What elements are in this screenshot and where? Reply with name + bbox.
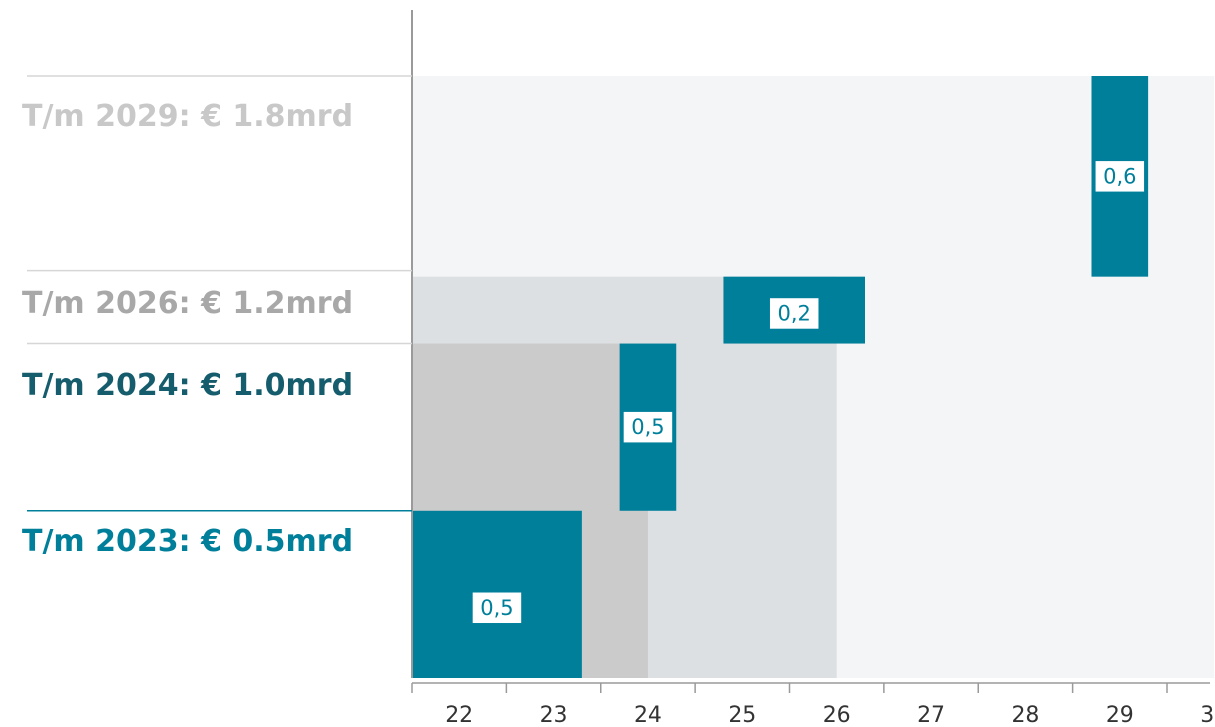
milestone-labels: T/m 2029: € 1.8mrd T/m 2026: € 1.2mrd T/m … [22,75,412,559]
x-tick-label-24: 24 [634,703,662,727]
bar-value-label-0: 0,5 [480,596,513,620]
x-tick-label-26: 26 [823,703,851,727]
milestone-label-2: T/m 2024: € 1.0mrd [22,368,353,403]
bar-label-box-3 [1094,159,1146,194]
bar-label-box-2 [768,296,820,331]
x-tick-label-23: 23 [540,703,568,727]
x-tick-label-28: 28 [1011,703,1039,727]
x-tick-label-25: 25 [728,703,756,727]
data-bars: 0,5 0,5 0,2 0,6 [412,76,1149,678]
bar-label-box-1 [622,410,674,444]
bar-value-label-1: 0,5 [631,415,664,439]
bar-value-label-2: 0,2 [778,301,811,325]
x-axis-ticks: 22 23 24 25 26 27 28 29 30 [411,683,1215,727]
milestone-label-3: T/m 2023: € 0.5mrd [22,524,353,559]
bar-label-box-0 [471,591,523,625]
milestone-label-0: T/m 2029: € 1.8mrd [22,99,353,134]
x-tick-label-22: 22 [445,703,473,727]
x-tick-label-29: 29 [1106,703,1134,727]
bar-value-label-3: 0,6 [1103,164,1136,188]
milestone-label-1: T/m 2026: € 1.2mrd [22,286,353,321]
x-tick-label-27: 27 [917,703,945,727]
x-tick-label-30: 30 [1200,703,1215,727]
